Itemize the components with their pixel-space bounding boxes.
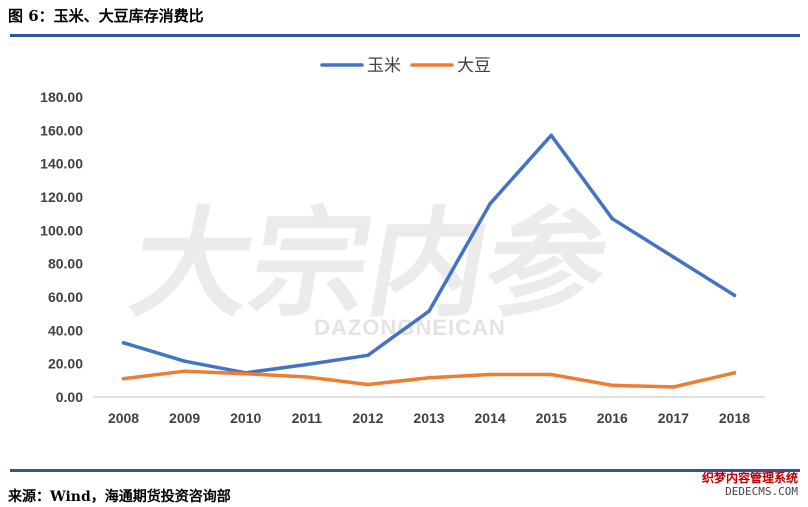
data-point-0-0	[121, 341, 126, 345]
stamp-line2: DEDECMS.COM	[725, 485, 798, 498]
legend: 玉米 大豆	[320, 56, 491, 75]
top-rule	[10, 34, 800, 37]
data-point-1-0	[121, 376, 126, 381]
x-tick-label: 2016	[597, 410, 628, 426]
x-axis-ticks: 2008 2009 2010 2011 2012 2013 2014 2015 2016 2017…	[108, 410, 750, 426]
y-tick-label: 100.00	[40, 222, 83, 238]
data-point-0-3	[305, 362, 309, 367]
data-point-0-1	[182, 359, 187, 363]
y-tick-label: 80.00	[48, 256, 83, 272]
x-tick-label: 2008	[108, 410, 139, 426]
y-tick-label: 160.00	[40, 122, 83, 138]
data-point-1-8	[610, 383, 615, 388]
data-point-0-9	[671, 255, 676, 259]
y-tick-label: 140.00	[40, 156, 83, 172]
watermark-sub: DAZONGNEICAN	[314, 315, 506, 340]
data-point-0-10	[732, 293, 737, 298]
source-note: 来源：Wind，海通期货投资咨询部	[8, 489, 231, 505]
x-tick-label: 2010	[230, 410, 261, 426]
data-point-1-6	[488, 372, 492, 377]
figure-title: 图 6：玉米、大豆库存消费比	[8, 7, 204, 25]
data-point-1-2	[243, 371, 248, 376]
line-chart: 大宗内参 DAZONGNEICAN 0.00 20.00 40.00 60.00 80.…	[40, 56, 765, 426]
x-tick-label: 2014	[475, 410, 506, 426]
data-point-1-1	[182, 369, 187, 373]
watermark-main: 大宗内参	[122, 197, 618, 334]
x-tick-label: 2012	[352, 410, 383, 426]
x-tick-label: 2009	[169, 410, 200, 426]
series-layer	[121, 133, 737, 389]
y-tick-label: 60.00	[48, 289, 83, 305]
bottom-rule	[10, 469, 800, 472]
data-point-0-4	[366, 353, 370, 358]
x-tick-label: 2015	[536, 410, 567, 426]
stamp-line1: 织梦内容管理系统	[701, 471, 798, 485]
x-tick-label: 2011	[292, 410, 323, 426]
legend-label-1: 大豆	[457, 56, 491, 75]
data-point-1-9	[671, 385, 676, 389]
x-tick-label: 2018	[719, 410, 750, 426]
y-tick-label: 180.00	[40, 89, 83, 105]
y-tick-label: 20.00	[48, 356, 83, 372]
y-tick-label: 0.00	[56, 389, 83, 405]
data-point-1-10	[732, 371, 737, 375]
x-tick-label: 2013	[413, 410, 444, 426]
y-axis-ticks: 0.00 20.00 40.00 60.00 80.00 100.00 120.00 140.…	[40, 89, 83, 405]
data-point-1-3	[305, 375, 309, 379]
data-point-0-8	[610, 216, 615, 221]
y-tick-label: 40.00	[48, 322, 83, 338]
site-stamp: 织梦内容管理系统 DEDECMS.COM	[701, 471, 798, 499]
x-tick-label: 2017	[658, 410, 689, 426]
chart-frame: 大宗内参 DAZONGNEICAN 0.00 20.00 40.00 60.00 80.…	[10, 37, 800, 467]
data-point-0-7	[549, 133, 553, 138]
watermark: 大宗内参 DAZONGNEICAN	[122, 197, 618, 340]
data-point-1-4	[366, 382, 370, 387]
data-point-1-7	[549, 372, 553, 377]
data-point-0-5	[427, 309, 431, 313]
data-point-1-5	[427, 376, 431, 380]
legend-label-0: 玉米	[367, 56, 401, 75]
y-tick-label: 120.00	[40, 189, 83, 205]
data-point-0-6	[488, 201, 492, 206]
